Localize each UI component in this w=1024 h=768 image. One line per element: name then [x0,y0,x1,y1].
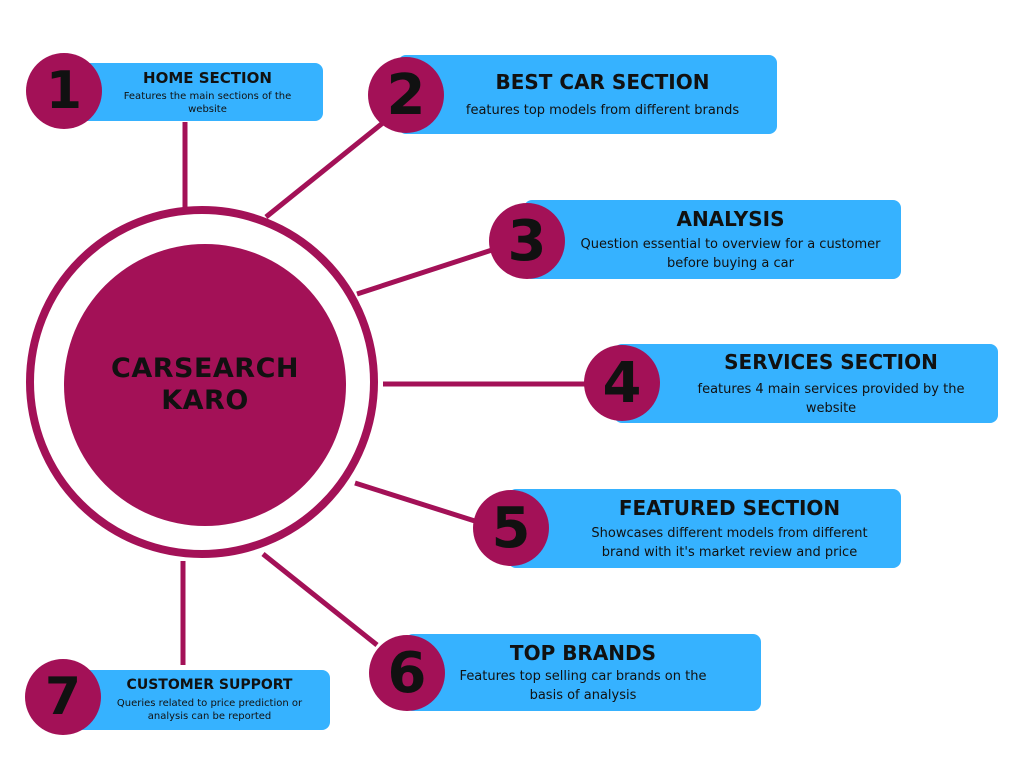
section-badge-5: 5 [473,490,549,566]
section-card-7: CUSTOMER SUPPORT Queries related to pric… [75,670,330,730]
section-title-3: ANALYSIS [676,206,785,231]
section-desc-2: features top models from different brand… [465,103,740,118]
section-badge-1: 1 [26,53,102,129]
section-desc-1: Features the main sections of the websit… [123,90,292,115]
section-desc-5: Showcases different models from differen… [591,525,868,560]
section-card-6: TOP BRANDS Features top selling car bran… [405,634,761,711]
section-card-1: HOME SECTION Features the main sections … [74,63,323,121]
section-title-6: TOP BRANDS [509,640,657,665]
section-card-3: ANALYSIS Question essential to overview … [524,200,901,279]
section-badge-4: 4 [584,345,660,421]
connector-6 [261,552,379,647]
section-title-7: CUSTOMER SUPPORT [126,677,293,693]
section-card-4: SERVICES SECTION features 4 main service… [614,344,998,423]
connector-2 [264,120,386,219]
section-badge-6: 6 [369,635,445,711]
section-desc-6: Features top selling car brands on the b… [459,668,707,703]
section-desc-4: features 4 main services provided by the… [697,381,965,416]
section-title-5: FEATURED SECTION [618,495,841,520]
hub-circle: CARSEARCH KARO [64,244,346,526]
section-desc-7: Queries related to price prediction or a… [116,698,303,722]
connector-3 [356,247,493,297]
connector-5 [354,480,479,525]
section-badge-7: 7 [25,659,101,735]
section-title-4: SERVICES SECTION [724,349,938,374]
section-card-5: FEATURED SECTION Showcases different mod… [508,489,901,568]
section-badge-3: 3 [489,203,565,279]
section-badge-2: 2 [368,57,444,133]
hub-title: CARSEARCH KARO [111,353,299,416]
section-desc-3: Question essential to overview for a cus… [580,236,881,271]
section-card-2: BEST CAR SECTION features top models fro… [398,55,777,134]
section-title-2: BEST CAR SECTION [495,70,710,94]
section-title-1: HOME SECTION [143,68,272,87]
